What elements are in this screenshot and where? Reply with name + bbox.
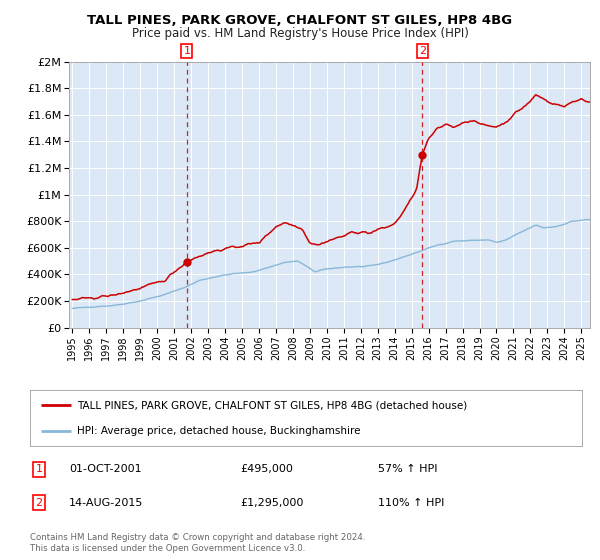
Text: 14-AUG-2015: 14-AUG-2015: [69, 498, 143, 508]
Text: £495,000: £495,000: [240, 464, 293, 474]
Text: Price paid vs. HM Land Registry's House Price Index (HPI): Price paid vs. HM Land Registry's House …: [131, 27, 469, 40]
Text: £1,295,000: £1,295,000: [240, 498, 304, 508]
Text: 110% ↑ HPI: 110% ↑ HPI: [378, 498, 445, 508]
Text: 01-OCT-2001: 01-OCT-2001: [69, 464, 142, 474]
Text: Contains HM Land Registry data © Crown copyright and database right 2024.
This d: Contains HM Land Registry data © Crown c…: [30, 533, 365, 553]
Text: TALL PINES, PARK GROVE, CHALFONT ST GILES, HP8 4BG: TALL PINES, PARK GROVE, CHALFONT ST GILE…: [88, 14, 512, 27]
Text: 57% ↑ HPI: 57% ↑ HPI: [378, 464, 437, 474]
Text: 2: 2: [35, 498, 43, 508]
Text: TALL PINES, PARK GROVE, CHALFONT ST GILES, HP8 4BG (detached house): TALL PINES, PARK GROVE, CHALFONT ST GILE…: [77, 400, 467, 410]
Text: 1: 1: [35, 464, 43, 474]
Text: 1: 1: [184, 46, 190, 57]
Text: HPI: Average price, detached house, Buckinghamshire: HPI: Average price, detached house, Buck…: [77, 426, 361, 436]
Text: 2: 2: [419, 46, 426, 57]
